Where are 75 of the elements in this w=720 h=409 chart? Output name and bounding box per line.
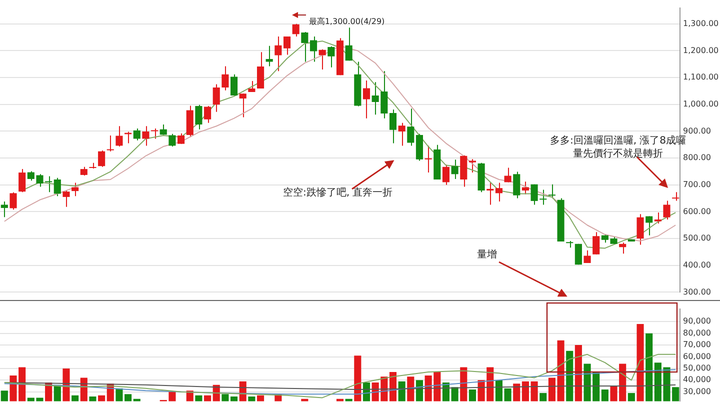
candlestick: [318, 48, 326, 70]
candlestick: [133, 128, 140, 141]
y-tick-label: 1,100.00: [683, 72, 719, 82]
y-tick-label: 50,000: [683, 364, 711, 373]
candlestick: [301, 31, 308, 62]
candlestick: [636, 214, 644, 246]
annotation: 量先價行不就是轉折: [573, 148, 663, 160]
y-tick-label: 60,000: [683, 352, 711, 361]
annotation: 多多:回溫囉回溫囉, 漲了8成囉: [550, 134, 686, 147]
y-tick-label: 700.00: [683, 180, 711, 189]
candlestick: [345, 27, 352, 62]
candlestick: [292, 23, 300, 38]
candlestick: [619, 242, 626, 254]
candlestick: [442, 164, 450, 186]
candlestick: [266, 45, 273, 67]
candlestick: [504, 167, 512, 183]
candlestick: [168, 133, 176, 148]
candlestick: [151, 128, 158, 140]
candlestick: [362, 80, 370, 119]
candlestick: [239, 93, 246, 118]
candlestick: [328, 46, 335, 68]
candlestick: [451, 159, 458, 180]
candlestick: [222, 66, 229, 91]
y-tick-label: 400.00: [683, 260, 711, 270]
candlestick: [522, 181, 529, 195]
candlestick: [646, 216, 653, 236]
candlestick: [54, 177, 61, 197]
candlestick: [10, 192, 17, 210]
candlestick: [486, 182, 494, 206]
y-tick-label: 90,000: [683, 316, 711, 326]
candlestick: [398, 122, 406, 146]
candlestick: [0, 201, 8, 218]
candlestick: [204, 106, 212, 124]
candlestick: [116, 126, 123, 148]
y-tick-label: 1,300.00: [683, 18, 719, 28]
y-tick-label: 1,000.00: [683, 99, 719, 108]
candlestick: [584, 250, 591, 264]
y-tick-label: 80,000: [683, 328, 711, 338]
y-tick-label: 800.00: [683, 153, 711, 162]
candlestick: [106, 135, 114, 152]
y-tick-label: 1,200.00: [683, 46, 719, 55]
candlestick: [654, 212, 662, 224]
y-tick-label: 40,000: [683, 375, 711, 384]
candlestick: [195, 104, 202, 130]
candlestick: [256, 52, 264, 90]
y-tick-label: 30,000: [683, 386, 711, 396]
annotation: 量增: [477, 248, 497, 261]
candlestick: [212, 84, 220, 112]
candlestick: [592, 232, 600, 255]
candlestick: [283, 36, 291, 56]
candlestick: [513, 171, 520, 199]
y-tick-label: 300.00: [683, 287, 711, 296]
candlestick: [62, 190, 70, 208]
annotation: 空空:跌慘了吧, 直奔一折: [283, 186, 393, 199]
candlestick: [230, 74, 238, 96]
candlestick: [98, 150, 106, 168]
candlestick: [142, 126, 150, 146]
annotation: 最高1,300.00(4/29): [308, 16, 385, 26]
y-tick-label: 900.00: [683, 126, 711, 136]
y-tick-label: 500.00: [683, 234, 711, 243]
candlestick: [310, 36, 318, 62]
candlestick: [178, 132, 185, 144]
candlestick: [407, 108, 414, 146]
candlestick: [468, 158, 476, 174]
candlestick: [72, 182, 79, 197]
y-tick-label: 70,000: [683, 340, 711, 350]
candlestick: [389, 108, 397, 144]
candlestick: [663, 200, 670, 220]
candlestick: [460, 154, 468, 188]
candlestick: [18, 168, 26, 193]
candlestick: [274, 36, 282, 72]
candlestick: [548, 184, 556, 199]
candlestick: [495, 182, 502, 202]
y-tick-label: 600.00: [683, 206, 711, 216]
candlestick: [424, 145, 432, 174]
